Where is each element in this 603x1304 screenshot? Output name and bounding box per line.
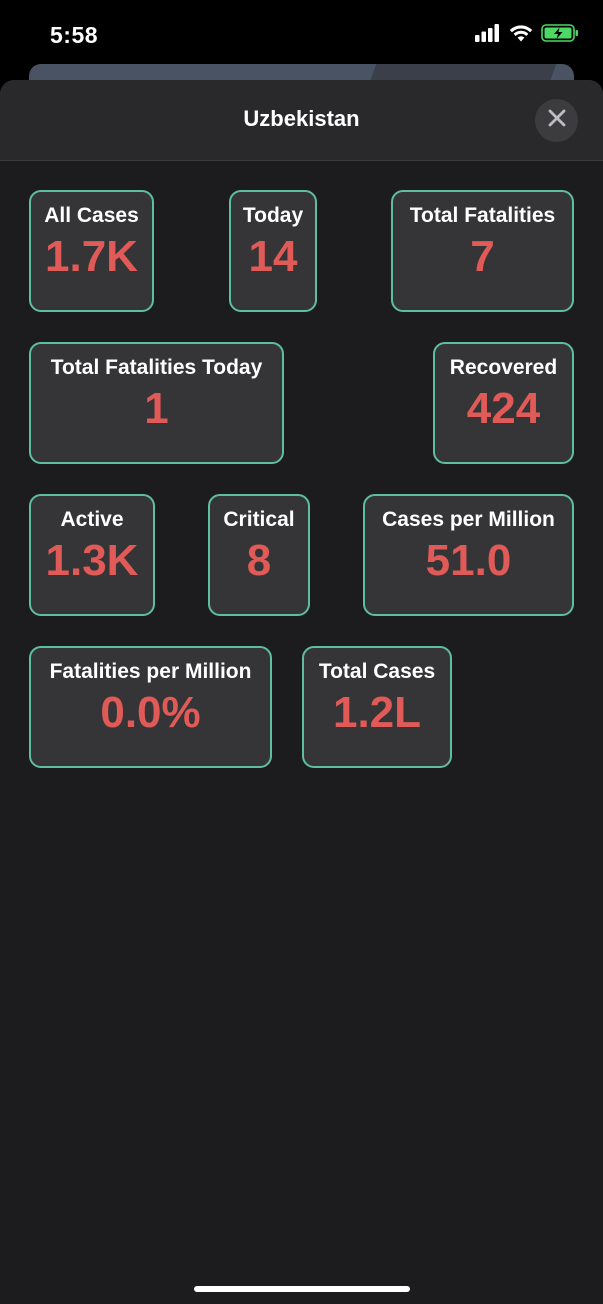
cellular-signal-icon — [475, 24, 501, 47]
stat-value: 7 — [470, 232, 495, 281]
stat-card-cases-per-million: Cases per Million 51.0 — [363, 494, 574, 616]
close-button[interactable] — [535, 99, 578, 142]
stat-label: Today — [242, 204, 304, 227]
stat-value: 51.0 — [425, 536, 512, 585]
stat-value: 14 — [248, 232, 298, 281]
stat-card-total-cases: Total Cases 1.2L — [302, 646, 452, 768]
home-indicator[interactable] — [194, 1286, 410, 1292]
stat-label: Cases per Million — [382, 508, 555, 531]
country-detail-sheet: Uzbekistan All Cases 1.7K Today 14 Total… — [0, 80, 603, 1304]
stat-card-active: Active 1.3K — [29, 494, 155, 616]
stat-value: 1 — [144, 384, 169, 433]
stat-card-total-fatalities: Total Fatalities 7 — [391, 190, 574, 312]
stat-label: Total Fatalities Today — [50, 356, 263, 379]
stat-card-recovered: Recovered 424 — [433, 342, 574, 464]
stat-label: Active — [60, 508, 124, 531]
stat-card-critical: Critical 8 — [208, 494, 310, 616]
sheet-header: Uzbekistan — [0, 80, 603, 161]
status-icons — [475, 24, 579, 47]
stat-value: 424 — [466, 384, 541, 433]
stat-card-today: Today 14 — [229, 190, 317, 312]
status-time: 5:58 — [50, 22, 99, 48]
status-bar: 5:58 — [0, 0, 603, 70]
stat-label: Total Fatalities — [409, 204, 556, 227]
page-title: Uzbekistan — [243, 106, 360, 131]
stat-label: Fatalities per Million — [49, 660, 252, 683]
battery-charging-icon — [541, 24, 579, 47]
stat-card-all-cases: All Cases 1.7K — [29, 190, 154, 312]
stat-label: Recovered — [449, 356, 558, 379]
wifi-icon — [509, 24, 533, 47]
close-icon — [548, 109, 566, 132]
stat-card-fatalities-per-million: Fatalities per Million 0.0% — [29, 646, 272, 768]
stat-value: 1.7K — [45, 232, 138, 281]
stat-label: All Cases — [44, 204, 139, 227]
stat-label: Critical — [223, 508, 295, 531]
stat-value: 1.2L — [332, 688, 422, 737]
stat-value: 8 — [246, 536, 272, 585]
stat-value: 0.0% — [100, 688, 201, 737]
stat-label: Total Cases — [318, 660, 436, 683]
stat-value: 1.3K — [45, 536, 139, 585]
stat-card-total-fatalities-today: Total Fatalities Today 1 — [29, 342, 284, 464]
